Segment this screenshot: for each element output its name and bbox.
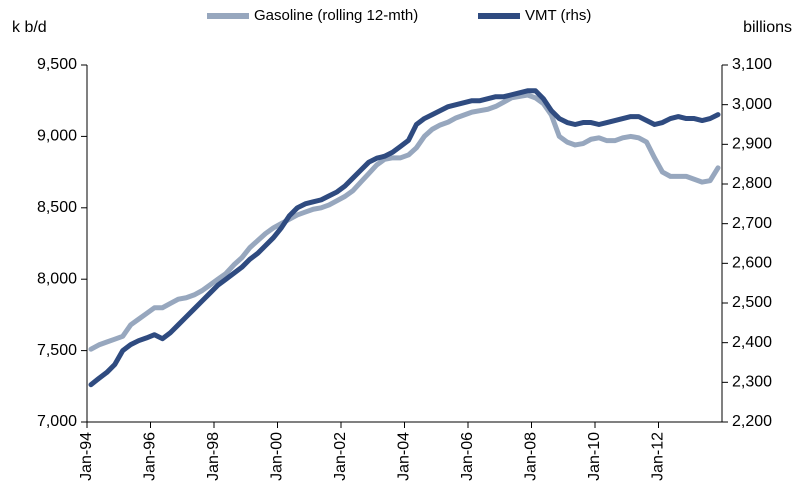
y2-axis-title: billions <box>743 19 792 36</box>
y2-tick-label: 2,700 <box>732 215 772 232</box>
y2-tick-label: 2,600 <box>732 255 772 272</box>
x-tick-label: Jan-98 <box>205 432 222 481</box>
y-tick-label: 8,000 <box>37 270 77 287</box>
y2-tick-label: 2,500 <box>732 294 772 311</box>
series-line <box>88 88 721 388</box>
y2-tick-label: 2,200 <box>732 413 772 430</box>
y2-tick-label: 2,800 <box>732 175 772 192</box>
x-tick-label: Jan-04 <box>396 432 413 481</box>
x-tick-label: Jan-02 <box>332 432 349 481</box>
x-tick-label: Jan-00 <box>269 432 286 481</box>
y2-tick-label: 3,100 <box>732 56 772 73</box>
y-tick-label: 8,500 <box>37 199 77 216</box>
legend-label: Gasoline (rolling 12-mth) <box>254 7 418 24</box>
y-axis-title: k b/d <box>12 19 47 36</box>
y2-tick-label: 3,000 <box>732 96 772 113</box>
y2-tick-label: 2,900 <box>732 136 772 153</box>
x-tick-label: Jan-06 <box>459 432 476 481</box>
y-tick-label: 9,000 <box>37 128 77 145</box>
x-tick-label: Jan-94 <box>78 432 95 481</box>
series-line <box>88 92 721 352</box>
x-tick-label: Jan-12 <box>650 432 667 481</box>
y-tick-label: 7,500 <box>37 342 77 359</box>
legend-label: VMT (rhs) <box>525 7 591 24</box>
x-tick-label: Jan-08 <box>523 432 540 481</box>
y-tick-label: 9,500 <box>37 56 77 73</box>
x-tick-label: Jan-10 <box>586 432 603 481</box>
y2-tick-label: 2,300 <box>732 374 772 391</box>
y2-tick-label: 2,400 <box>732 334 772 351</box>
y-tick-label: 7,000 <box>37 413 77 430</box>
x-tick-label: Jan-96 <box>142 432 159 481</box>
